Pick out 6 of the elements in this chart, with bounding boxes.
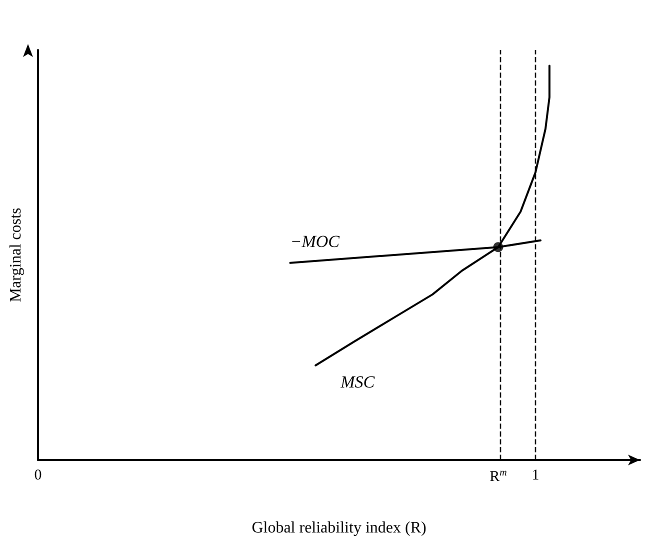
x-tick-label: 0 [34, 468, 42, 484]
series-label: −MOC [290, 232, 340, 251]
x-axis-title: Global reliability index (R) [252, 520, 426, 536]
series-label: MSC [340, 372, 376, 392]
y-axis-title: Marginal costs [8, 208, 24, 302]
x-tick-label: 1 [532, 468, 540, 484]
